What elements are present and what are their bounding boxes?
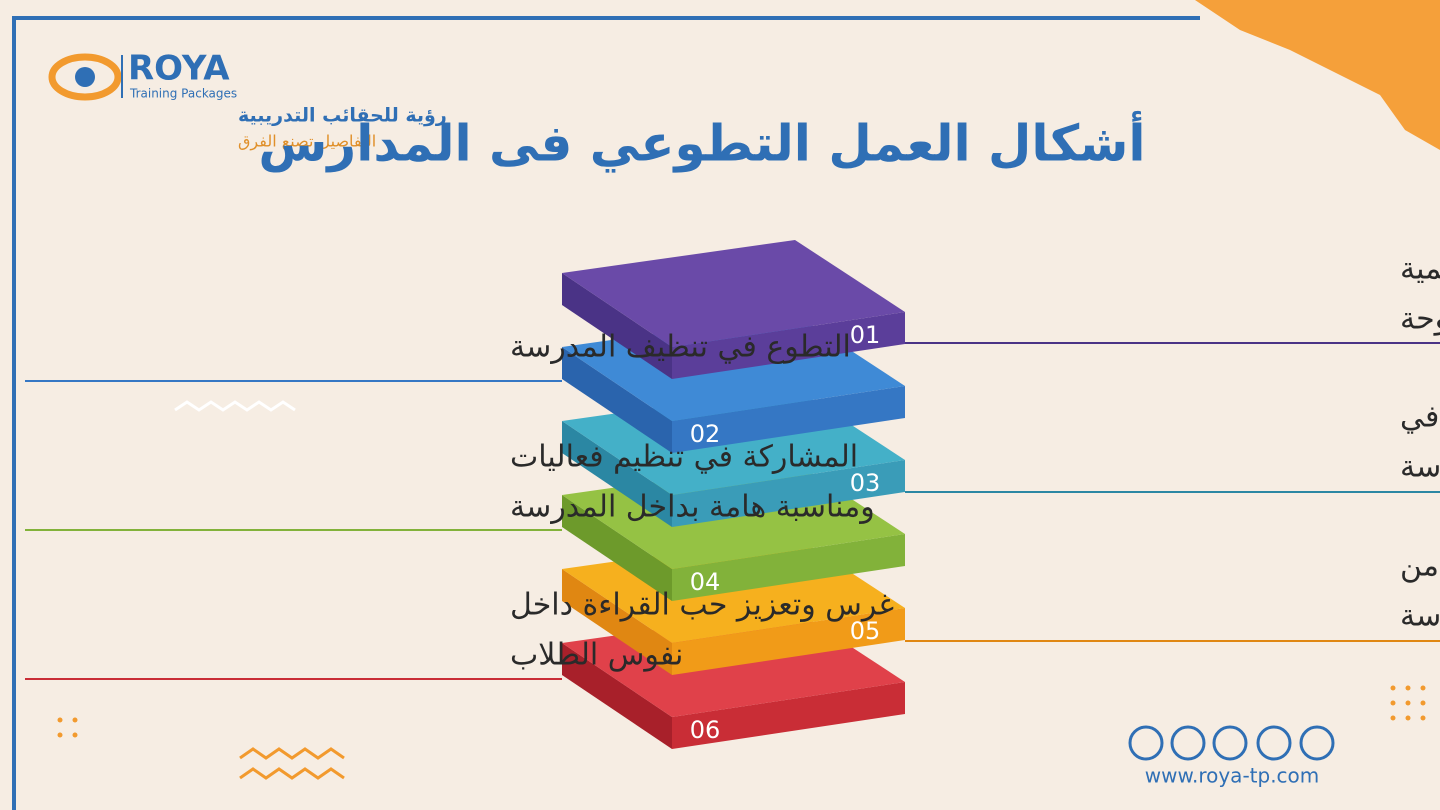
logo-pupil (75, 67, 95, 87)
layer-number: 02 (690, 420, 721, 448)
layer-left-face (562, 421, 672, 527)
layer-number: 06 (690, 716, 721, 744)
item-text: من عمل مجلة أو لوحة (1400, 298, 1440, 337)
layer-number: 05 (850, 617, 881, 645)
web-icon[interactable] (1128, 725, 1164, 761)
linkedin-icon[interactable] (1212, 725, 1248, 761)
item-text: ومناسبة هامة بداخل المدرسة (510, 490, 875, 525)
social-icons (1128, 725, 1335, 761)
twitter-icon[interactable] (1170, 725, 1206, 761)
website[interactable]: www.roya-tp.com (1145, 764, 1320, 788)
layer: 01 (562, 240, 905, 379)
logo-slogan: التفاصيل تصنع الفرق (238, 132, 376, 152)
layer-left-face (562, 569, 672, 675)
logo-brand: ROYA (128, 49, 230, 89)
layer-number: 03 (850, 469, 881, 497)
layer-left-face (562, 273, 672, 379)
brush-stroke (1195, 0, 1440, 150)
layer-front-face (672, 386, 905, 453)
layer-number: 04 (690, 568, 721, 596)
zigzag (174, 400, 296, 412)
logo-eye (48, 53, 122, 101)
item-text: التطوع في العمل الزراعي في (1400, 400, 1440, 435)
instagram-icon[interactable] (1299, 725, 1335, 761)
layer-left-face (562, 347, 672, 453)
layer-top-face (562, 240, 905, 347)
logo-arabic-name: رؤية للحقائب التدريبية (238, 105, 447, 127)
items: الاشتراك فى الأنشطة التعليمية من عمل مجلة… (25, 249, 1440, 680)
layer-front-face (672, 682, 905, 749)
item-text: الاشتراك فى الأنشطة التعليمية (1400, 249, 1440, 287)
item-text: حديقة المدرسة (1400, 450, 1440, 485)
layer-left-face (562, 643, 672, 749)
item-text: التطوع في تنظيف المدرسة (510, 330, 851, 365)
dots (57, 685, 1426, 738)
logo: ROYA Training Packages رؤية للحقائب التد… (48, 49, 447, 152)
frame (12, 16, 1200, 810)
layer-front-face (672, 608, 905, 675)
item-text: غرس وتعزيز حب القراءة داخل (510, 588, 894, 623)
layer-front-face (672, 460, 905, 527)
layer-front-face (672, 534, 905, 601)
logo-tagline: Training Packages (129, 87, 237, 101)
title: أشكال العمل التطوعي فى المدارس (258, 111, 1145, 174)
layer-stack: 06 05 04 03 02 01 (562, 240, 905, 749)
item-text: أجل تطوير مرافق المدرسة (1400, 595, 1440, 634)
item-text: المشاركة في تنظيم فعاليات (510, 440, 858, 475)
item-text: تخصيص مبلغ مالي معين من (1400, 549, 1440, 584)
item-text: نفوس الطلاب (510, 638, 683, 673)
facebook-icon[interactable] (1256, 725, 1292, 761)
zigzag-orange (239, 747, 345, 780)
layer-number: 01 (850, 321, 881, 349)
layer-front-face (672, 312, 905, 379)
layer-left-face (562, 495, 672, 601)
